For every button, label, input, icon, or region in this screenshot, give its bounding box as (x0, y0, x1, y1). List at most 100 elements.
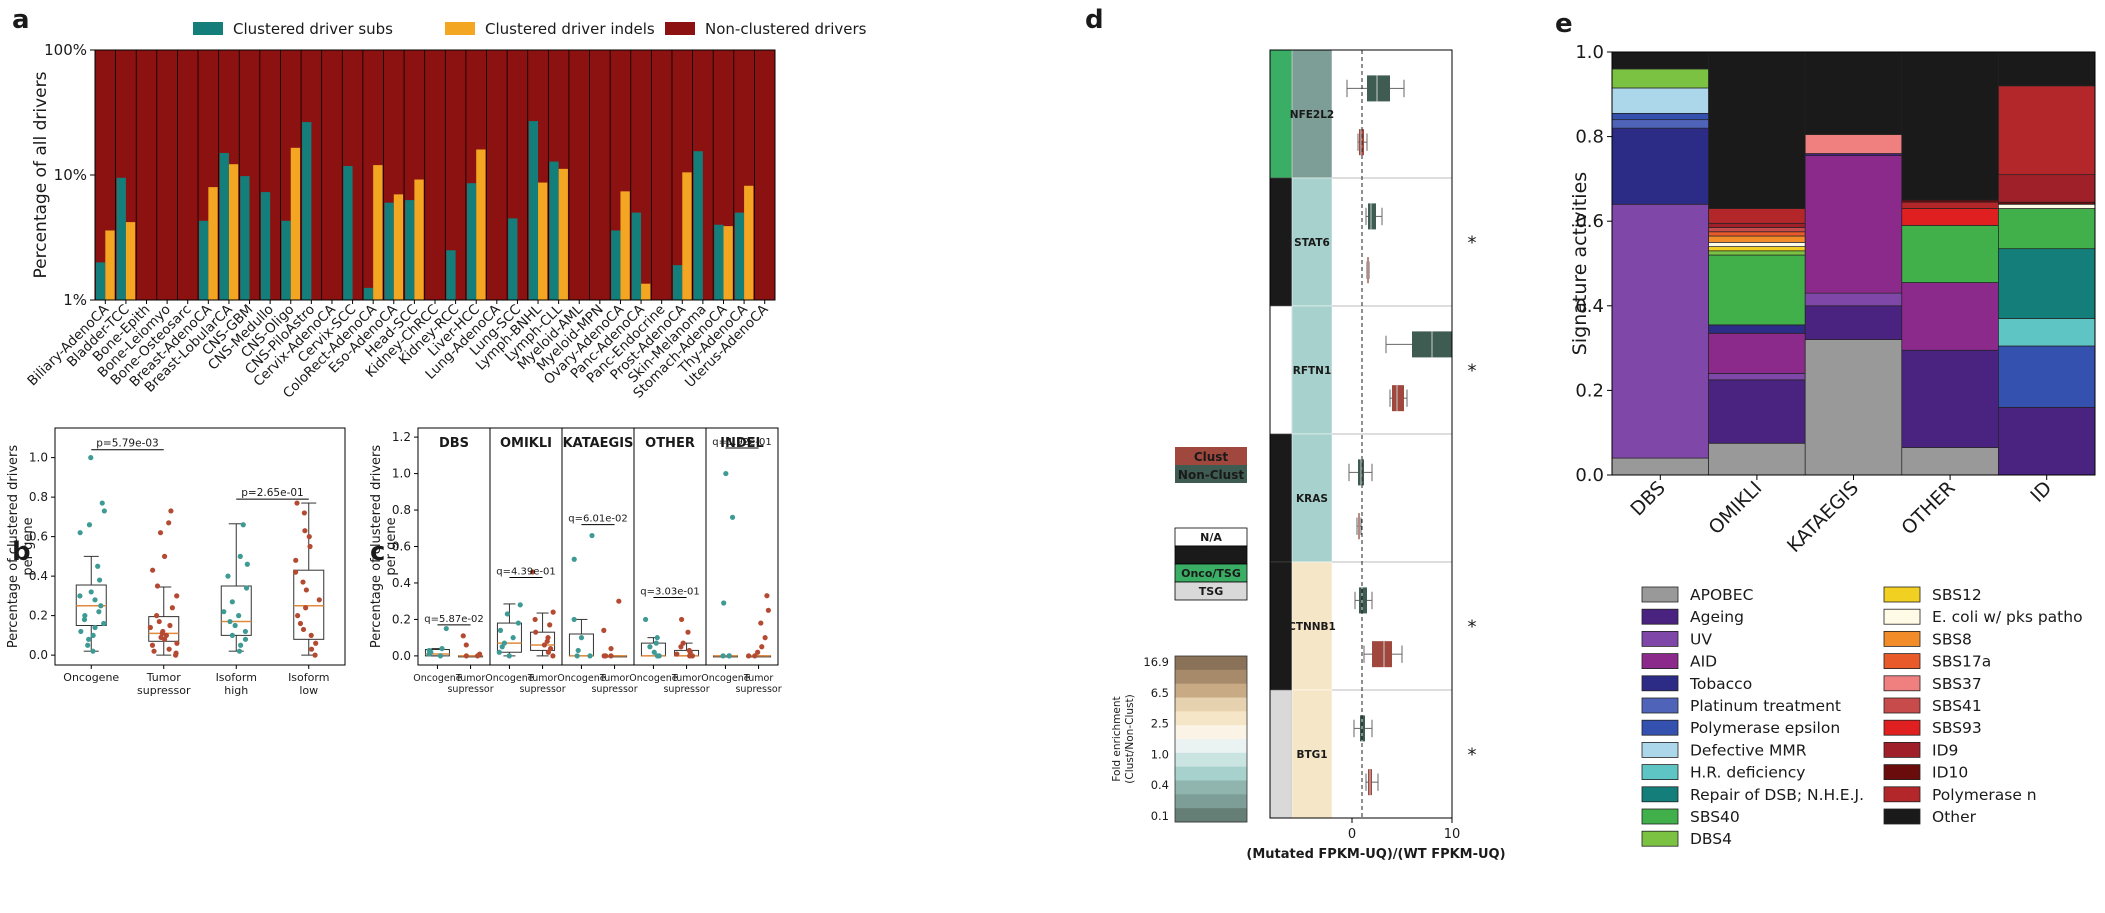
bar-clustered-subs (549, 161, 559, 300)
box-iqr (220, 585, 252, 636)
bar-clustered-subs (631, 212, 642, 300)
stack-segment (1708, 254, 1806, 326)
colorbar-cell (1175, 780, 1247, 795)
legend-swatch (193, 22, 223, 35)
bar-clustered-subs (672, 265, 683, 300)
data-point (307, 543, 313, 550)
panel-letter-e: e (1555, 9, 1573, 39)
bar-clustered-subs (363, 287, 374, 300)
legend-swatch (1883, 808, 1921, 825)
stack-segment (1708, 227, 1806, 233)
data-point (720, 653, 726, 659)
q-value-label: q=3.03e-01 (640, 587, 699, 598)
data-point (292, 569, 299, 575)
stack-segment (1708, 332, 1806, 374)
stack-segment (1708, 379, 1806, 444)
data-point (167, 622, 173, 629)
legend-label: SBS93 (1932, 719, 1982, 737)
tick-label-y: 10% (54, 166, 87, 184)
data-point (81, 616, 88, 623)
legend-label: Clustered driver indels (485, 20, 655, 38)
data-point (545, 635, 551, 641)
panel-letter-c: c (370, 537, 385, 567)
bar-clustered-subs (384, 202, 394, 300)
data-point (729, 514, 736, 520)
data-point (759, 644, 765, 650)
bar-clustered-indels (373, 165, 383, 300)
data-point (98, 603, 104, 609)
box-iqr (1368, 203, 1376, 230)
legend-label: ID9 (1932, 741, 1958, 759)
facet-frame (417, 427, 491, 666)
data-point (96, 577, 103, 583)
data-point (616, 598, 622, 604)
legend-label: Tobacco (1689, 675, 1752, 693)
data-point (654, 653, 661, 659)
data-point (78, 628, 84, 635)
data-point (746, 653, 752, 659)
data-point (243, 585, 250, 591)
colorbar-tick-label: 6.5 (1151, 686, 1169, 700)
panel-letter-d: d (1085, 5, 1104, 35)
panel-letter-a: a (12, 5, 30, 35)
tick-label-x: Tumor supressor (591, 673, 637, 695)
data-point (313, 640, 319, 646)
data-point (244, 561, 250, 567)
data-point (532, 616, 538, 623)
data-point (147, 624, 153, 631)
data-point (680, 640, 686, 646)
box-iqr (530, 631, 556, 651)
legend-swatch (1641, 675, 1679, 692)
facet-frame (633, 427, 707, 666)
colorbar-cell (1175, 752, 1247, 768)
data-point (96, 609, 102, 615)
data-point (674, 651, 680, 657)
stack-segment (1708, 51, 1806, 209)
data-point (90, 648, 96, 654)
legend-label: AID (1690, 653, 1717, 671)
role-strip (1269, 49, 1293, 179)
legend-label: SBS12 (1932, 586, 1982, 604)
data-point (601, 627, 607, 633)
data-point (156, 618, 162, 625)
bar-clustered-indels (208, 187, 218, 300)
stack-segment (1998, 208, 2096, 250)
facet-title: OTHER (645, 436, 695, 451)
stack-segment (1998, 248, 2096, 319)
legend-swatch (1641, 742, 1679, 758)
data-point (300, 626, 307, 633)
legend-label: E. coli w/ pks patho (1932, 608, 2083, 626)
data-point (603, 653, 609, 659)
q-value-label: q=4.39e-01 (496, 566, 555, 577)
data-point (308, 632, 314, 638)
box-iqr (1367, 75, 1390, 102)
legend-label: Non-Clust (1178, 468, 1244, 482)
data-point (426, 647, 432, 654)
data-point (161, 553, 168, 559)
role-strip (1269, 177, 1293, 307)
data-point (437, 653, 444, 659)
data-point (301, 510, 307, 516)
bar-clustered-subs (528, 121, 539, 300)
data-point (587, 653, 593, 659)
enrichment-cell (1291, 689, 1333, 819)
data-point (168, 508, 174, 514)
legend-swatch (1883, 764, 1921, 780)
data-point (302, 528, 308, 534)
tick-label-y: 0.8 (1575, 127, 1604, 148)
data-point (578, 635, 585, 641)
bar-clustered-subs (96, 262, 106, 300)
stack-segment (1611, 68, 1709, 89)
legend-label: Other (1932, 808, 1977, 826)
tick-label-y: 1.0 (1575, 42, 1604, 63)
tick-label-x: Isoform high (216, 671, 257, 697)
stack-segment (1804, 155, 1903, 294)
stack-segment (1708, 242, 1806, 247)
stack-segment (1708, 231, 1806, 237)
colorbar-cell (1175, 725, 1247, 740)
tick-label-x: KATAEGIS (1783, 477, 1863, 557)
data-point (158, 634, 164, 640)
data-point (295, 613, 301, 619)
colorbar-frame (1174, 655, 1248, 823)
